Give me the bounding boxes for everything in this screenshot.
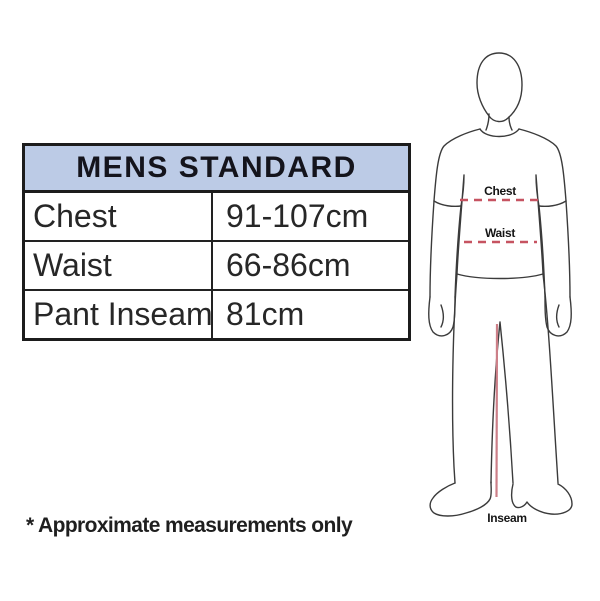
arm-outline (565, 200, 571, 298)
hand-outline (544, 296, 572, 337)
chest-label: Chest (484, 184, 516, 198)
figure-labels: Chest Waist Inseam (484, 184, 527, 525)
shirt-outline (535, 174, 544, 275)
pants-outline (451, 273, 458, 484)
table-row-waist: Waist 66-86cm (25, 240, 408, 289)
shirt-outline (518, 128, 567, 202)
body-outline (428, 52, 573, 517)
row-value-pant-inseam: 81cm (211, 291, 408, 338)
shoe-outline (510, 483, 573, 515)
collar-outline (479, 128, 520, 138)
hand-detail (556, 304, 560, 328)
hand-outline (428, 296, 456, 337)
inseam-label: Inseam (487, 511, 527, 525)
row-label-chest: Chest (33, 198, 117, 234)
row-label-pant-inseam: Pant Inseam (33, 296, 211, 332)
footnote: * Approximate measurements only (26, 514, 353, 537)
table-row-chest: Chest 91-107cm (25, 193, 408, 240)
waist-label: Waist (485, 226, 515, 240)
shirt-outline (456, 174, 465, 275)
pants-outline (542, 273, 559, 484)
shirt-hem (456, 273, 544, 280)
table-row-pant-inseam: Pant Inseam 81cm (25, 289, 408, 338)
shirt-outline (433, 128, 481, 202)
head-outline (476, 52, 523, 123)
row-label-waist: Waist (33, 247, 112, 283)
neck-outline (485, 113, 490, 131)
sleeve-cuff (538, 200, 567, 208)
arm-outline (429, 200, 435, 298)
row-value-waist: 66-86cm (211, 242, 408, 289)
size-table: MENS STANDARD Chest 91-107cm Waist 66-86… (22, 143, 411, 341)
inseam-measure-line (495, 323, 499, 498)
sleeve-cuff (433, 200, 462, 208)
pants-inner-outline (490, 321, 514, 484)
mens-body-figure: Chest Waist Inseam (428, 52, 573, 525)
neck-outline (508, 116, 513, 131)
row-value-chest: 91-107cm (211, 193, 408, 240)
shoe-outline (429, 481, 492, 517)
hand-detail (440, 304, 444, 328)
size-table-title: MENS STANDARD (25, 146, 408, 193)
